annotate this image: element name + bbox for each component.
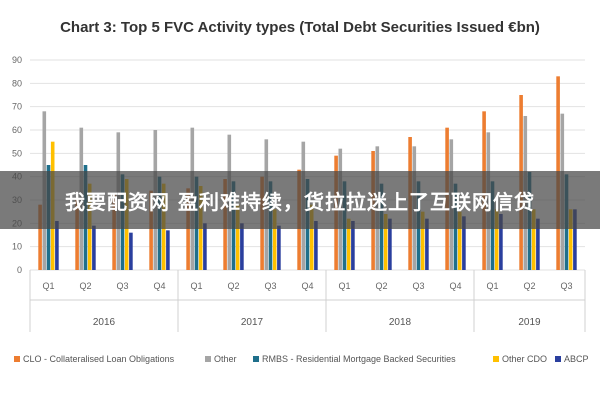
x-tick-label: Q2 (79, 281, 91, 291)
legend-entry: Other (214, 354, 237, 364)
bar (457, 211, 462, 270)
year-label: 2017 (241, 317, 264, 328)
x-tick-label: Q1 (190, 281, 202, 291)
x-tick-label: Q3 (560, 281, 572, 291)
bar (425, 218, 429, 270)
legend-swatch (205, 356, 211, 362)
year-labels: 2016 2017 2018 2019 (29, 270, 586, 332)
bar (112, 193, 116, 270)
bar (573, 209, 577, 270)
overlay-banner: 我要配资网 盈利难持续，货拉拉迷上了互联网信贷 (0, 171, 600, 229)
x-axis-ticks: Q1 Q2 Q3 Q4 Q1 Q2 Q3 Q4 Q1 Q2 Q3 Q4 Q1 Q2 Q3 (42, 281, 572, 291)
legend-entry: ABCP (564, 354, 589, 364)
bar (203, 223, 207, 270)
bar (309, 204, 314, 270)
x-tick-label: Q3 (264, 281, 276, 291)
x-tick-label: Q4 (301, 281, 313, 291)
legend-swatch (493, 356, 499, 362)
x-tick-label: Q3 (116, 281, 128, 291)
x-tick-label: Q4 (153, 281, 165, 291)
x-tick-label: Q2 (227, 281, 239, 291)
legend-entry: RMBS - Residential Mortgage Backed Secur… (262, 354, 456, 364)
year-label: 2019 (518, 317, 541, 328)
y-tick-label: 60 (12, 125, 22, 135)
bar (531, 209, 536, 270)
bar (75, 197, 79, 270)
bar (568, 209, 573, 270)
bar (346, 218, 351, 270)
legend-entry: Other CDO (502, 354, 547, 364)
y-tick-label: 0 (17, 265, 22, 275)
bar (166, 230, 170, 270)
y-tick-label: 70 (12, 102, 22, 112)
bar (186, 188, 190, 270)
x-tick-label: Q1 (338, 281, 350, 291)
x-tick-label: Q1 (486, 281, 498, 291)
y-axis-ticks: 0102030405060708090 (12, 55, 22, 275)
x-tick-label: Q2 (375, 281, 387, 291)
bar (55, 221, 59, 270)
bar (462, 216, 466, 270)
bar (272, 209, 277, 270)
y-tick-label: 10 (12, 242, 22, 252)
banner-text: 我要配资网 盈利难持续，货拉拉迷上了互联网信贷 (65, 189, 535, 214)
bar (235, 204, 240, 270)
year-label: 2016 (93, 317, 116, 328)
legend-swatch (555, 356, 561, 362)
bar (129, 232, 133, 270)
bar (494, 209, 499, 270)
bar (92, 225, 96, 270)
legend: CLO - Collateralised Loan Obligations Oth… (14, 354, 589, 364)
bar (383, 214, 388, 270)
x-tick-label: Q2 (523, 281, 535, 291)
bar (351, 221, 355, 270)
bar (314, 221, 318, 270)
x-tick-label: Q4 (449, 281, 461, 291)
legend-swatch (14, 356, 20, 362)
bar (536, 218, 540, 270)
y-tick-label: 50 (12, 148, 22, 158)
bar (38, 204, 42, 270)
chart-title: Chart 3: Top 5 FVC Activity types (Total… (60, 19, 540, 36)
legend-entry: CLO - Collateralised Loan Obligations (23, 354, 175, 364)
bar (499, 214, 503, 270)
y-tick-label: 90 (12, 55, 22, 65)
legend-swatch (253, 356, 259, 362)
year-label: 2018 (389, 317, 412, 328)
bar (277, 225, 281, 270)
y-tick-label: 80 (12, 78, 22, 88)
bar (420, 211, 425, 270)
bar (240, 223, 244, 270)
x-tick-label: Q1 (42, 281, 54, 291)
bar (149, 190, 153, 270)
bar (388, 218, 392, 270)
x-tick-label: Q3 (412, 281, 424, 291)
